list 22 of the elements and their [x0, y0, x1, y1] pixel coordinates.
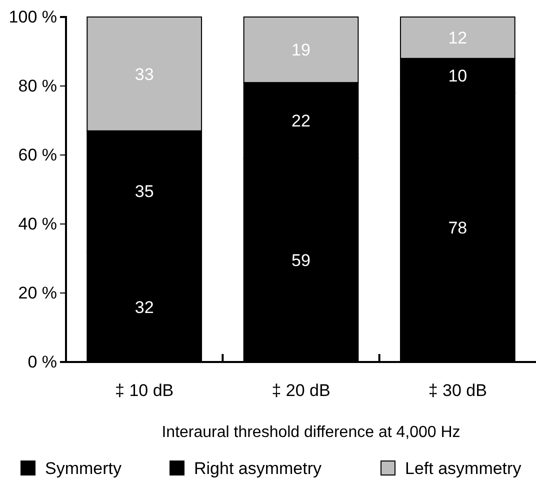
x-tick-label: ‡ 30 dB — [428, 381, 487, 400]
y-tick-label: 60 % — [18, 145, 57, 164]
data-label: 22 — [292, 111, 310, 130]
y-tick-label: 100 % — [8, 7, 57, 26]
legend-label: Right asymmetry — [194, 459, 322, 478]
data-label: 10 — [448, 66, 468, 86]
data-label: 78 — [448, 218, 468, 238]
data-label: 59 — [292, 251, 310, 270]
data-label: 19 — [292, 40, 310, 60]
data-label: 35 — [134, 182, 154, 202]
legend-label: Symmerty — [45, 459, 122, 478]
data-label: 33 — [134, 64, 154, 84]
y-tick-label: 20 % — [18, 283, 57, 302]
x-axis-title: Interaural threshold difference at 4,000 Hz — [162, 424, 460, 441]
y-tick-label: 0 % — [28, 352, 57, 372]
y-tick-label: 80 % — [18, 76, 57, 96]
data-label: 32 — [134, 298, 154, 317]
legend-label: Left asymmetry — [405, 459, 522, 478]
x-tick-label: ‡ 10 dB — [115, 381, 174, 400]
x-tick-label: ‡ 20 dB — [272, 381, 330, 400]
data-label: 12 — [448, 28, 468, 48]
y-tick-label: 40 % — [18, 214, 57, 234]
